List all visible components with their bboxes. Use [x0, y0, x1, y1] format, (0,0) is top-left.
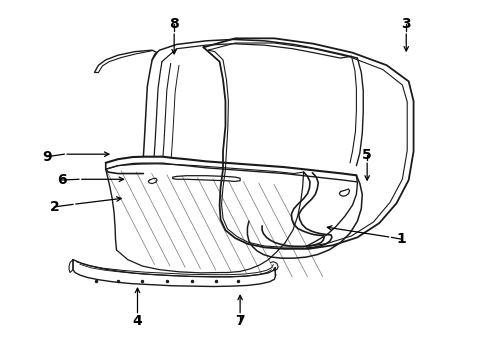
- Text: 4: 4: [133, 314, 143, 328]
- Text: 1: 1: [396, 232, 406, 246]
- Text: 8: 8: [169, 17, 179, 31]
- Text: 2: 2: [49, 200, 59, 214]
- Text: 5: 5: [362, 148, 372, 162]
- Text: 6: 6: [57, 173, 67, 187]
- Text: 3: 3: [401, 17, 411, 31]
- Text: 9: 9: [42, 150, 52, 164]
- Text: 7: 7: [235, 314, 245, 328]
